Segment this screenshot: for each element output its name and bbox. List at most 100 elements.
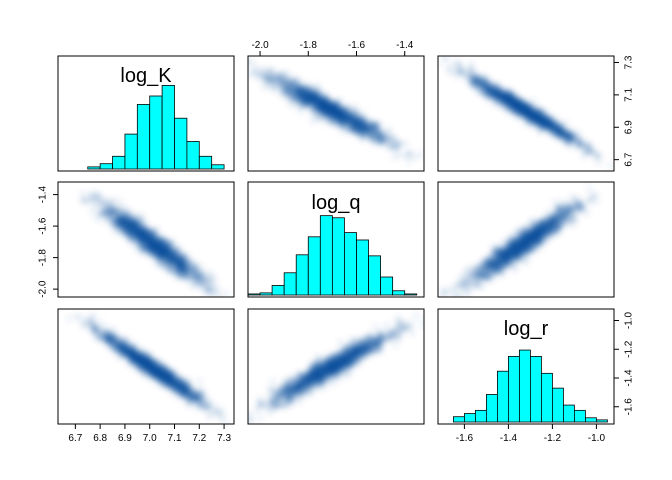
density-point [395,151,403,158]
hist-bar-log_K-4 [136,104,151,170]
hist-bar-log_K-0 [87,166,101,170]
density-point [443,56,450,63]
density-point [384,143,391,151]
density-point [158,258,165,265]
density-point [251,60,258,67]
density-point [80,197,88,204]
density-point [318,105,326,112]
density-point [208,275,216,283]
density-point [182,275,190,282]
density-point [445,64,452,72]
density-point [500,94,508,102]
density-point [94,193,102,201]
density-point [201,285,208,292]
density-point [546,122,553,129]
density-point [594,152,602,159]
density-point [178,265,185,273]
density-point [371,122,379,129]
density-point [297,107,304,115]
density-point [551,123,558,130]
density-point [190,276,197,283]
density-point [552,199,559,206]
density-point [180,255,188,262]
panel-hist-log_K: log_K [57,55,235,172]
density-point [607,162,614,169]
density-point [125,212,133,219]
hist-bar-log_q-2 [271,285,285,296]
density-cloud-1-0 [79,190,261,329]
density-point [141,233,148,240]
density-point [489,92,496,100]
density-point [297,91,305,98]
density-point [255,323,261,329]
density-point [402,140,409,147]
density-point [372,132,380,140]
hist-bar-log_K-9 [198,155,213,170]
density-point [213,304,219,310]
density-point [464,288,471,296]
density-point [122,217,129,224]
density-point [581,148,589,155]
hist-bar-log_q-1 [259,292,273,296]
hist-bar-log_q-12 [392,290,406,296]
density-point [240,58,246,64]
density-point [566,130,573,137]
density-point [283,70,291,78]
density-point [544,117,551,124]
density-point [467,75,475,83]
density-point [248,71,252,78]
density-point [337,121,344,128]
panel-density-log_r-vs-log_K [431,45,615,172]
density-point [536,128,544,135]
panel-density-log_K-vs-log_q [57,181,261,329]
density-point [138,243,145,251]
panel-density-log_q-vs-log_K [240,55,425,172]
density-point [503,99,510,107]
density-point [119,225,126,232]
density-point [615,174,621,180]
density-point [350,117,357,124]
density-point [89,208,96,215]
diag-label-log_q: log_q [312,192,361,214]
density-point [381,132,388,139]
density-point [351,111,358,119]
density-point [100,215,108,222]
density-point [328,118,336,126]
density-point [527,108,534,115]
density-point [112,196,119,204]
density-point [124,207,131,214]
density-point [100,201,107,209]
density-point [431,45,437,51]
density-point [457,66,464,73]
hist-bar-log_q-0 [247,293,261,296]
hist-bar-log_q-13 [404,293,418,296]
density-point [356,122,364,129]
density-point [345,111,352,119]
density-point [509,94,516,101]
density-point [412,154,419,161]
density-point [175,274,182,281]
density-point [268,68,275,76]
density-point [345,120,352,127]
density-point [91,203,98,210]
density-point [527,115,535,123]
hist-bar-log_q-4 [295,254,309,296]
density-point [133,228,140,235]
hist-bar-log_q-11 [380,276,394,296]
density-point [583,209,590,216]
density-point [495,99,502,106]
density-point [188,281,195,288]
density-point [359,110,367,118]
hist-bar-log_K-3 [124,133,138,170]
hist-bars-log_K [87,85,225,170]
density-point [291,79,299,86]
density-point [135,213,142,220]
density-point [516,110,523,118]
density-point [375,127,382,134]
density-point [300,102,307,110]
density-point [559,134,567,142]
hist-bar-log_q-6 [319,215,333,296]
density-point [272,74,279,82]
density-cloud-0-1 [240,57,424,165]
density-cloud-0-2 [431,45,614,169]
